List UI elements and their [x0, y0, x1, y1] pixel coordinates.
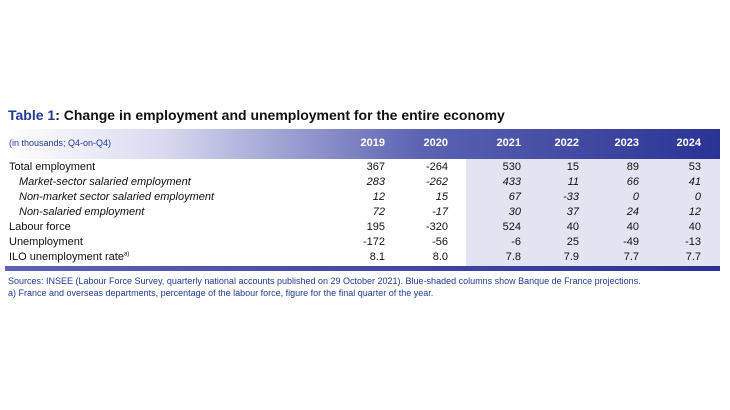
row-label-text: ILO unemployment rate: [9, 251, 124, 263]
year-header-2024: 2024: [676, 137, 701, 149]
cell-2023: 24: [626, 206, 639, 218]
cell-2022: 11: [567, 176, 579, 188]
cell-2023: 66: [626, 176, 639, 188]
cell-2021: 524: [502, 221, 521, 233]
footnote-marker: a): [123, 251, 130, 258]
cell-2022: 25: [566, 236, 579, 248]
table-row-non-salaried: Non-salaried employment 72 -17 30 37 24 …: [5, 205, 720, 220]
table-title-text: : Change in employment and unemployment …: [55, 107, 505, 123]
cell-2024: 7.7: [685, 251, 701, 263]
row-label: Labour force: [9, 221, 71, 233]
row-label: Non-market sector salaried employment: [19, 191, 215, 203]
row-label: ILO unemployment ratea): [9, 251, 129, 263]
cell-2021: 7.8: [505, 251, 521, 263]
cell-2023: 0: [632, 191, 639, 203]
cell-2019: 195: [366, 221, 385, 233]
cell-2022: 7.9: [563, 251, 579, 263]
cell-2024: 12: [688, 206, 701, 218]
cell-2019: 12: [372, 191, 385, 203]
cell-2024: 53: [688, 161, 701, 173]
cell-2020: -320: [425, 221, 448, 233]
table-row-ilo-rate: ILO unemployment ratea) 8.1 8.0 7.8 7.9 …: [5, 250, 720, 265]
table-header: (in thousands; Q4-on-Q4) 2019 2020 2021 …: [5, 129, 720, 159]
cell-2023: 7.7: [623, 251, 639, 263]
year-header-2022: 2022: [554, 137, 579, 149]
units-label: (in thousands; Q4-on-Q4): [9, 138, 112, 148]
cell-2024: 40: [688, 221, 701, 233]
cell-2024: 0: [694, 191, 701, 203]
cell-2024: -13: [685, 236, 701, 248]
year-header-2019: 2019: [360, 137, 385, 149]
footnote-a: a) France and overseas departments, perc…: [8, 288, 434, 298]
cell-2019: 72: [372, 206, 385, 218]
cell-2020: 15: [435, 191, 448, 203]
cell-2020: -262: [425, 176, 448, 188]
cell-2024: 41: [688, 176, 701, 188]
cell-2019: 283: [366, 176, 385, 188]
year-header-2021: 2021: [496, 137, 521, 149]
row-label: Non-salaried employment: [19, 206, 145, 218]
year-header-2020: 2020: [423, 137, 448, 149]
cell-2019: 367: [366, 161, 385, 173]
projection-shading: [466, 159, 720, 266]
year-header-2023: 2023: [614, 137, 639, 149]
cell-2022: 15: [566, 161, 579, 173]
table-row-total-employment: Total employment 367 -264 530 15 89 53: [5, 160, 720, 175]
cell-2020: -17: [432, 206, 448, 218]
cell-2022: 37: [566, 206, 579, 218]
table-row-non-market-sector: Non-market sector salaried employment 12…: [5, 190, 720, 205]
sources-note: Sources: INSEE (Labour Force Survey, qua…: [8, 276, 641, 286]
cell-2020: -56: [432, 236, 448, 248]
table-row-labour-force: Labour force 195 -320 524 40 40 40: [5, 220, 720, 235]
table-title: Table 1: Change in employment and unempl…: [8, 107, 505, 123]
table-bottom-rule: [5, 266, 720, 271]
cell-2019: 8.1: [369, 251, 385, 263]
cell-2021: 433: [502, 176, 521, 188]
cell-2023: -49: [623, 236, 639, 248]
cell-2023: 89: [626, 161, 639, 173]
cell-2021: 530: [502, 161, 521, 173]
row-label: Unemployment: [9, 236, 83, 248]
row-label: Market-sector salaried employment: [19, 176, 191, 188]
cell-2020: 8.0: [432, 251, 448, 263]
cell-2022: 40: [566, 221, 579, 233]
cell-2021: -6: [511, 236, 521, 248]
cell-2022: -33: [563, 191, 579, 203]
cell-2020: -264: [425, 161, 448, 173]
cell-2023: 40: [626, 221, 639, 233]
cell-2021: 67: [508, 191, 521, 203]
table-number: Table 1: [8, 107, 56, 123]
table-row-unemployment: Unemployment -172 -56 -6 25 -49 -13: [5, 235, 720, 250]
table-row-market-sector: Market-sector salaried employment 283 -2…: [5, 175, 720, 190]
row-label: Total employment: [9, 161, 96, 173]
cell-2021: 30: [508, 206, 521, 218]
cell-2019: -172: [362, 236, 385, 248]
